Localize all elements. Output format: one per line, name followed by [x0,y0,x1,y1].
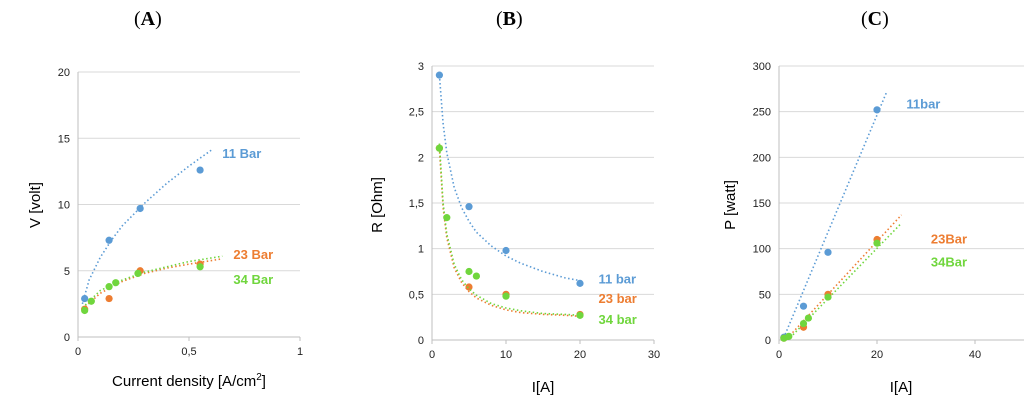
y-tick-label-c: 0 [765,335,771,347]
trendline-a-34-bar [81,255,223,309]
x-axis-label-b: I[A] [532,379,555,396]
y-tick-label-b: 1,5 [409,198,424,210]
trendline-b-34-bar [438,143,581,317]
x-tick-label-a: 0 [75,346,81,358]
x-tick-label-b: 10 [500,349,512,361]
point-b-11-bar [465,203,473,211]
trendline-c-34bar [786,222,903,340]
series-label-a-11-bar: 11 Bar [222,146,261,161]
panel-c-letter: C [867,8,883,30]
point-c-11bar [824,248,832,256]
y-tick-label-a: 15 [58,133,70,145]
y-tick-label-a: 10 [58,200,70,212]
point-c-11bar [873,106,881,114]
y-tick-label-c: 100 [753,244,771,256]
y-tick-label-b: 1 [418,244,424,256]
point-a-34-bar [196,263,204,271]
point-c-34bar [804,314,813,322]
y-axis-label-c: P [watt] [722,180,739,230]
point-c-34bar [799,319,808,328]
x-tick-label-b: 30 [648,349,660,361]
point-b-11-bar [576,279,584,287]
trendline-a-23-bar [81,258,223,310]
y-tick-label-c: 250 [753,107,771,119]
x-tick-label-c: 40 [969,349,981,361]
series-label-c-34bar: 34Bar [931,254,967,269]
y-axis-label-b: R [Ohm] [369,177,386,233]
point-c-34bar [785,332,793,340]
y-tick-label-a: 5 [64,266,70,278]
chart-c: 0 50 100 150 200 250 300 0 20 40 I[A] P [watt] 11bar… [722,61,1024,396]
chart-a: 0 5 10 15 20 0 0,5 1 Current density [A/cm2] V [v… [27,67,303,390]
x-tick-label-a: 1 [297,346,303,358]
point-a-11-bar [136,204,144,213]
series-label-a-34-bar: 34 Bar [233,272,273,287]
series-label-c-23bar: 23Bar [931,232,967,247]
x-tick-label-c: 0 [776,349,782,361]
point-c-34bar [873,239,881,247]
y-tick-label-a: 0 [64,332,70,344]
x-axis-label-c: I[A] [890,379,913,396]
trendline-c-11bar [781,91,888,340]
series-label-b-23-bar: 23 bar [599,291,637,306]
y-tick-label-c: 200 [753,152,771,164]
y-tick-label-b: 0,5 [409,289,424,301]
point-b-23-bar [465,283,473,291]
y-tick-label-b: 3 [418,61,424,73]
point-b-34-bar [472,272,480,280]
point-b-11-bar [435,71,443,79]
point-a-11-bar [105,236,113,244]
x-axis-label-a: Current density [A/cm2] [112,372,266,390]
point-c-34bar [824,293,832,301]
point-a-34-bar [105,283,113,291]
x-tick-label-b: 20 [574,349,586,361]
y-tick-label-c: 50 [759,289,771,301]
panel-title-c: (C) [861,8,889,30]
point-a-34-bar [81,306,89,315]
trendline-c-23bar [784,214,903,340]
point-a-34-bar [134,269,142,277]
series-label-b-11-bar: 11 bar [599,272,637,287]
point-b-11-bar [502,246,510,255]
x-tick-label-b: 0 [429,349,435,361]
point-b-34-bar [465,267,473,276]
panel-b-letter: B [502,8,517,30]
y-tick-label-b: 2 [418,152,424,164]
point-b-34-bar [443,214,451,222]
point-b-34-bar [576,311,584,319]
trendline-a-11-bar [81,149,212,305]
y-tick-label-c: 150 [753,198,771,210]
point-a-34-bar [112,279,120,287]
trendline-b-23-bar [438,148,581,318]
series-label-c-11bar: 11bar [906,96,940,111]
point-a-11-bar [196,166,204,174]
point-a-11-bar [81,294,89,303]
point-c-11bar [799,302,808,310]
panel-a-letter: A [140,8,156,30]
x-tick-label-c: 20 [871,349,883,361]
panel-title-a: (A) [134,8,162,30]
panel-title-b: (B) [496,8,523,30]
point-a-34-bar [87,297,95,305]
point-a-23-bar [105,294,113,303]
y-tick-label-b: 0 [418,335,424,347]
series-label-b-34-bar: 34 bar [599,312,637,327]
y-tick-label-a: 20 [58,67,70,79]
point-b-34-bar [502,292,510,300]
trendline-b-11-bar [438,75,581,282]
x-tick-label-a: 0,5 [181,346,196,358]
chart-b: 00,511,522,530 10 20 30I[A]R [Ohm]11 bar23 … [369,61,660,396]
y-tick-label-b: 2,5 [409,107,424,119]
y-axis-label-a: V [volt] [27,182,44,228]
y-tick-label-c: 300 [753,61,771,73]
series-label-a-23-bar: 23 Bar [233,247,273,262]
point-b-34-bar [435,144,443,152]
